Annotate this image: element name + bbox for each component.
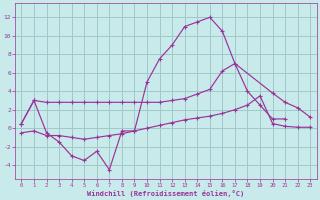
X-axis label: Windchill (Refroidissement éolien,°C): Windchill (Refroidissement éolien,°C) xyxy=(87,190,244,197)
